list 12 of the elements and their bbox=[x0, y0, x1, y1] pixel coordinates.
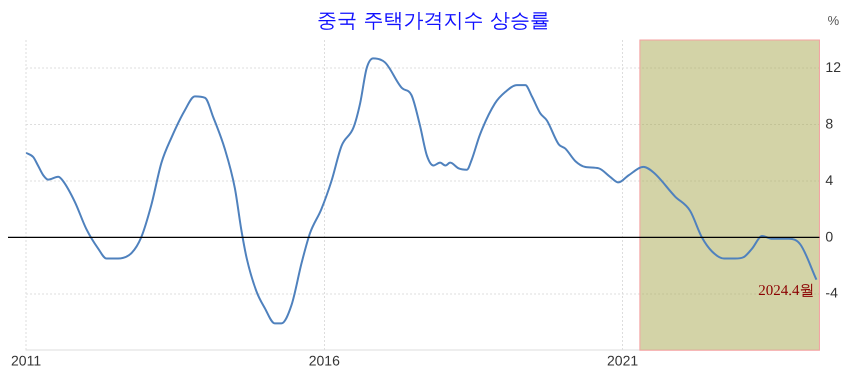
y-tick-label: 12 bbox=[825, 59, 842, 76]
x-tick-label: 2021 bbox=[606, 352, 638, 368]
x-tick-label: 2011 bbox=[11, 352, 42, 368]
x-tick-label: 2016 bbox=[308, 352, 340, 368]
annotation: 2024.4월 bbox=[758, 283, 814, 300]
y-axis-title: % bbox=[828, 13, 840, 28]
line-series bbox=[26, 57, 818, 324]
chart-title: 중국 주택가격지수 상승률 bbox=[317, 8, 550, 32]
y-tick-label: 8 bbox=[825, 115, 834, 132]
y-tick-label: -4 bbox=[825, 284, 838, 301]
y-tick-label: 0 bbox=[825, 228, 834, 244]
y-tick-label: 4 bbox=[825, 172, 834, 188]
